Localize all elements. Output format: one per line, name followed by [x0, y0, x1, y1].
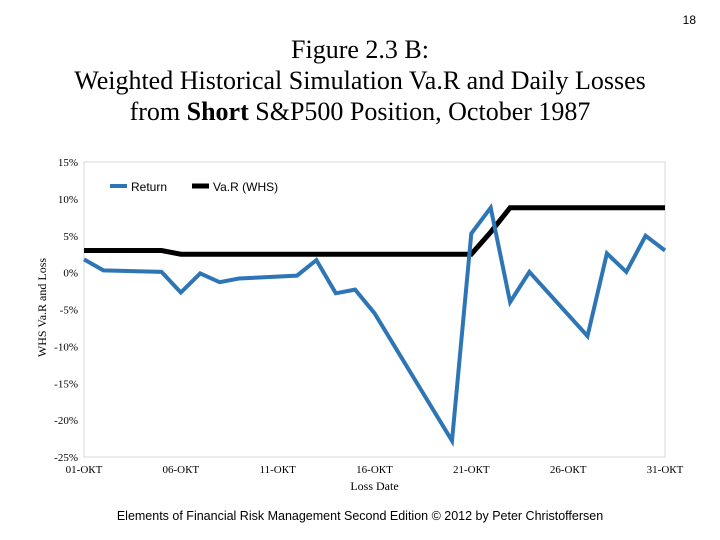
x-tick-label: 31-ОКТ	[647, 464, 684, 476]
footer-credit: Elements of Financial Risk Management Se…	[116, 509, 604, 523]
y-tick-label: -15%	[54, 378, 78, 390]
y-axis-title: WHS Va.R and Loss	[35, 258, 49, 357]
x-tick-label: 26-ОКТ	[550, 464, 587, 476]
x-tick-label: 16-ОКТ	[356, 464, 393, 476]
x-tick-label: 21-ОКТ	[453, 464, 490, 476]
title-line-3-suffix: S&P500 Position, October 1987	[248, 97, 591, 126]
y-tick-label: 15%	[58, 157, 78, 169]
title-line-1: Figure 2.3 B:	[291, 35, 429, 64]
title-line-2: Weighted Historical Simulation Va.R and …	[74, 66, 646, 95]
title-line-3-bold: Short	[186, 97, 249, 126]
title-line-3-prefix: from	[129, 97, 187, 126]
y-tick-label: -25%	[54, 452, 78, 464]
plot-area-frame	[83, 161, 666, 458]
x-tick-label: 06-ОКТ	[162, 464, 199, 476]
x-axis-title: Loss Date	[350, 479, 398, 493]
title-line-3: from Short S&P500 Position, October 1987	[0, 96, 720, 127]
y-tick-label: -20%	[54, 415, 78, 427]
y-tick-label: -5%	[60, 305, 78, 317]
y-tick-label: -10%	[54, 341, 78, 353]
var-loss-chart: 15% 10% 5% 0% -5% -10% -15% -20% -25% 01-ОКТ 06-О…	[35, 157, 684, 493]
var-whs-series-line	[84, 205, 665, 257]
y-tick-label: 10%	[58, 194, 78, 206]
y-tick-label: 5%	[63, 231, 78, 243]
return-series-line	[83, 202, 667, 448]
y-tick-label: 0%	[63, 268, 78, 280]
legend-label-return: Return	[131, 180, 167, 194]
x-tick-label: 11-ОКТ	[260, 464, 297, 476]
figure-title: Figure 2.3 B: Weighted Historical Simula…	[0, 34, 720, 127]
legend-label-var: Va.R (WHS)	[213, 180, 278, 194]
page-number: 18	[682, 13, 696, 27]
x-tick-label: 01-ОКТ	[66, 464, 103, 476]
